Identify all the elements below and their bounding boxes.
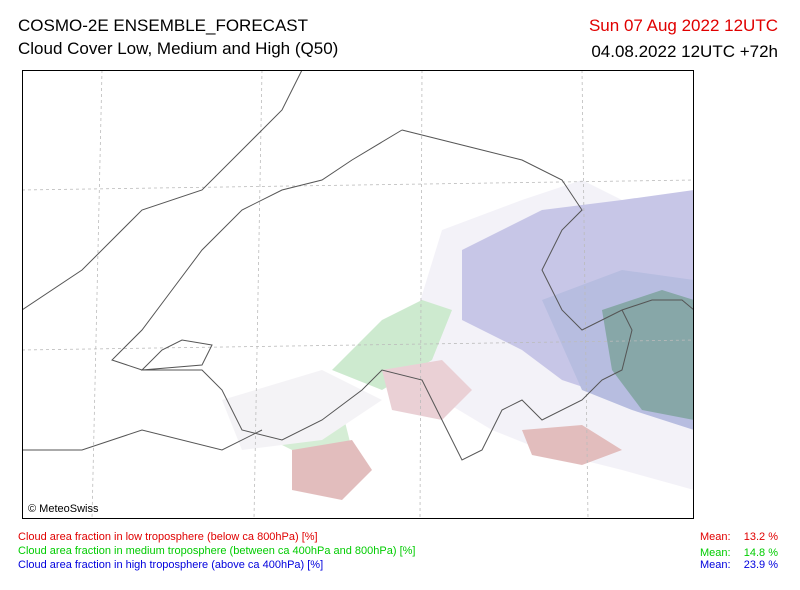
mean-label: Mean: [700, 547, 731, 559]
map [22, 70, 694, 519]
mean-label: Mean: [700, 559, 731, 571]
valid-time: Sun 07 Aug 2022 12UTC [588, 16, 778, 35]
legend-label: Cloud area fraction in medium tropospher… [18, 545, 416, 557]
legend-label: Cloud area fraction in low troposphere (… [18, 531, 318, 543]
run-time: 04.08.2022 12UTC +72h [591, 42, 778, 61]
cloud-fields [222, 180, 694, 500]
mean-value: 14.8 % [743, 547, 778, 559]
title: COSMO-2E ENSEMBLE_FORECAST [18, 16, 309, 35]
copyright: © MeteoSwiss [28, 503, 99, 515]
graticule [22, 70, 694, 519]
mean-value: 13.2 % [743, 531, 778, 543]
borders [22, 70, 694, 461]
legend-label: Cloud area fraction in high troposphere … [18, 559, 324, 571]
mean-value: 23.9 % [743, 559, 778, 571]
map-frame [22, 70, 694, 519]
subtitle: Cloud Cover Low, Medium and High (Q50) [18, 39, 339, 58]
mean-label: Mean: [700, 531, 731, 543]
